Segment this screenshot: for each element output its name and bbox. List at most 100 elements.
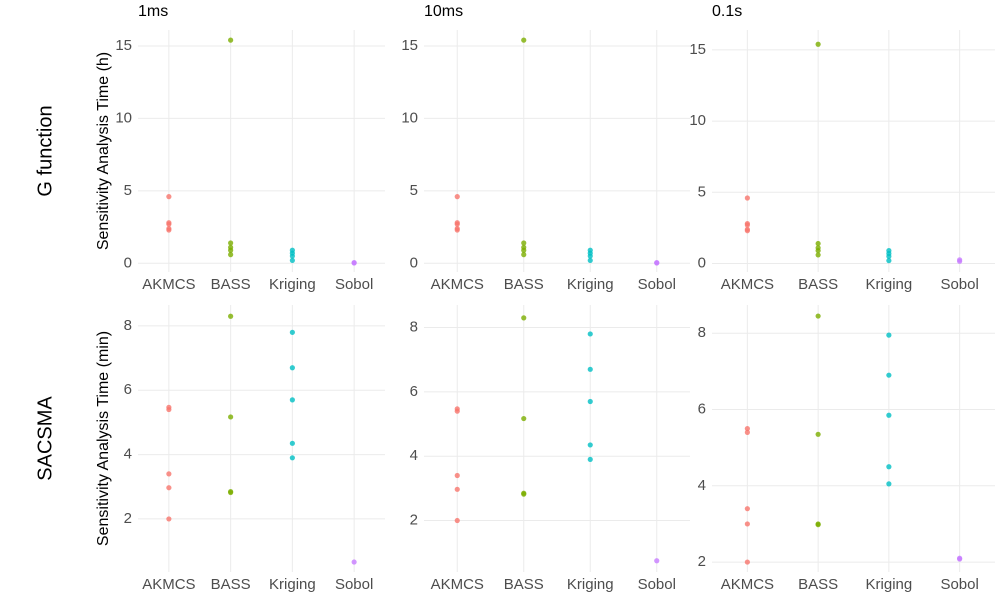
point <box>166 221 172 227</box>
point <box>587 253 593 259</box>
point <box>521 315 527 321</box>
point <box>886 464 892 470</box>
point <box>454 194 460 200</box>
point <box>744 506 750 512</box>
point <box>957 556 963 562</box>
x-tick-label: Sobol <box>335 276 373 293</box>
y-tick-label: 8 <box>124 317 132 334</box>
y-tick-label: 15 <box>401 37 418 54</box>
y-tick-label: 5 <box>698 183 706 200</box>
point <box>454 472 460 479</box>
x-tick-label: BASS <box>504 276 544 293</box>
x-tick-label: Kriging <box>269 276 316 293</box>
row-label: SACSMA <box>34 396 56 481</box>
x-tick-label: BASS <box>798 276 838 293</box>
point <box>166 406 172 413</box>
point <box>166 471 172 477</box>
point <box>166 485 172 491</box>
y-tick-label: 4 <box>410 447 418 464</box>
point <box>744 228 750 234</box>
point <box>744 425 750 432</box>
x-tick-label: Sobol <box>335 576 373 593</box>
y-tick-label: 15 <box>115 37 132 54</box>
point <box>744 195 750 201</box>
y-axis-label: Sensitivity Analysis Time (h) <box>95 52 112 250</box>
point <box>815 240 821 247</box>
x-tick-label: Kriging <box>866 276 913 293</box>
panel-title: 0.1s <box>712 3 742 20</box>
y-tick-label: 15 <box>689 41 706 58</box>
point <box>521 491 527 497</box>
point <box>815 252 821 258</box>
point <box>454 486 460 492</box>
point <box>521 247 527 253</box>
point <box>228 252 234 258</box>
point <box>521 415 527 422</box>
point <box>587 442 593 448</box>
y-tick-label: 8 <box>410 318 418 335</box>
y-tick-label: 0 <box>124 254 132 271</box>
x-tick-label: AKMCS <box>431 576 484 593</box>
x-tick-label: AKMCS <box>431 276 484 293</box>
point <box>654 259 660 266</box>
point <box>815 41 821 47</box>
point <box>454 517 460 524</box>
y-axis-label: Sensitivity Analysis Time (min) <box>95 331 112 546</box>
point <box>521 252 527 258</box>
point <box>228 313 234 319</box>
point <box>744 559 750 565</box>
point <box>454 227 460 233</box>
point <box>744 429 750 435</box>
x-tick-label: AKMCS <box>142 276 195 293</box>
point <box>166 227 172 233</box>
point <box>289 440 295 446</box>
point <box>289 397 295 403</box>
point <box>289 257 295 264</box>
x-tick-label: Sobol <box>638 576 676 593</box>
x-tick-label: BASS <box>211 276 251 293</box>
y-tick-label: 8 <box>698 324 706 341</box>
x-tick-label: Sobol <box>940 276 978 293</box>
x-tick-label: Sobol <box>940 576 978 593</box>
point <box>654 558 660 564</box>
point <box>228 37 234 43</box>
point <box>289 455 295 461</box>
point <box>454 408 460 414</box>
point <box>587 456 593 463</box>
y-tick-label: 10 <box>401 109 418 126</box>
point <box>166 194 172 200</box>
x-tick-label: AKMCS <box>142 576 195 593</box>
point <box>886 372 892 378</box>
x-tick-label: Kriging <box>567 576 614 593</box>
y-tick-label: 0 <box>410 254 418 271</box>
point <box>289 329 295 335</box>
y-tick-label: 6 <box>698 400 706 417</box>
panel-title: 1ms <box>138 3 168 20</box>
point <box>886 253 892 259</box>
x-tick-label: Sobol <box>638 276 676 293</box>
point <box>587 257 593 264</box>
panel-title: 10ms <box>424 3 463 20</box>
y-tick-label: 5 <box>410 182 418 199</box>
point <box>351 259 357 266</box>
y-tick-label: 4 <box>124 446 132 463</box>
y-tick-label: 10 <box>115 109 132 126</box>
x-tick-label: Kriging <box>866 576 913 593</box>
point <box>228 414 234 420</box>
point <box>886 258 892 264</box>
point <box>815 248 821 254</box>
point <box>166 516 172 522</box>
point <box>521 240 527 246</box>
point <box>289 253 295 259</box>
point <box>815 313 821 319</box>
point <box>957 257 963 263</box>
point <box>587 331 593 337</box>
point <box>587 398 593 405</box>
point <box>351 559 357 565</box>
x-tick-label: BASS <box>211 576 251 593</box>
y-tick-label: 2 <box>410 511 418 528</box>
point <box>228 489 234 496</box>
point <box>744 521 750 527</box>
point <box>228 247 234 253</box>
